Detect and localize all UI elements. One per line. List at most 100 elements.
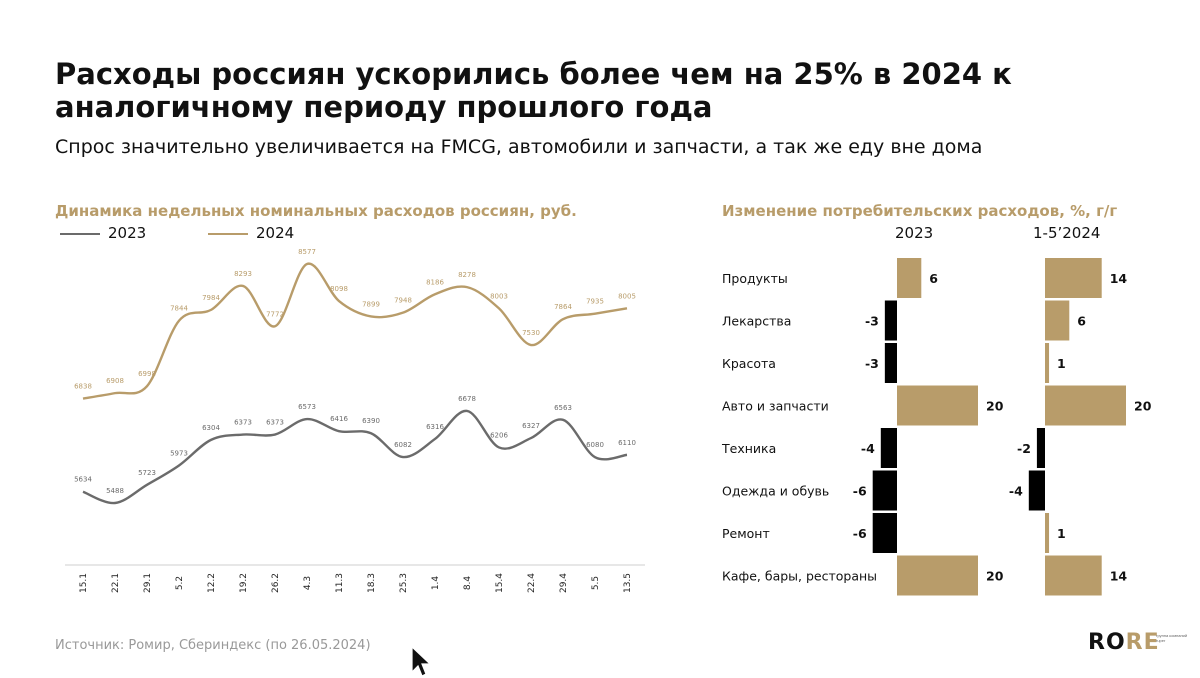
- data-label-2023-22.1: 5488: [106, 487, 124, 495]
- data-label-2024-13.5: 8005: [618, 292, 636, 300]
- legend-label-2023: 2023: [108, 224, 147, 242]
- data-label-2024-5.2: 7844: [170, 305, 188, 313]
- data-label-2023-26.2: 6373: [266, 419, 284, 427]
- data-label-2023-29.4: 6563: [554, 404, 572, 412]
- bar-1-5’2024-2: [1045, 343, 1050, 383]
- category-label-4: Техника: [721, 441, 776, 456]
- data-label-2024-12.2: 7984: [202, 294, 220, 302]
- data-label-2023-29.1: 5723: [138, 469, 156, 477]
- x-tick-label-12.2: 12.2: [207, 573, 217, 593]
- bar-value-1-5’2024-3: 20: [1134, 399, 1152, 414]
- page-title: Расходы россиян ускорились более чем на …: [55, 57, 1012, 124]
- bar-1-5’2024-0: [1045, 258, 1102, 298]
- source-note: Источник: Ромир, Сбериндекс (по 26.05.20…: [55, 638, 371, 653]
- data-label-2023-5.5: 6080: [586, 441, 604, 449]
- x-tick-label-26.2: 26.2: [271, 573, 281, 593]
- category-label-0: Продукты: [722, 271, 788, 286]
- data-label-2024-8.4: 8278: [458, 271, 476, 279]
- data-label-2024-22.1: 6908: [106, 377, 124, 385]
- bar-2023-3: [897, 385, 978, 426]
- data-label-2023-12.2: 6304: [202, 424, 220, 432]
- x-tick-label-25.3: 25.3: [399, 573, 409, 593]
- bar-1-5’2024-6: [1045, 513, 1050, 553]
- x-tick-label-13.5: 13.5: [623, 573, 633, 593]
- line-chart: 5634 5488 5723 5973 6304 6373 6373 6573 6416 6390…: [65, 248, 645, 593]
- bar-value-1-5’2024-6: 1: [1057, 526, 1066, 541]
- x-tick-label-15.1: 15.1: [79, 573, 89, 593]
- x-tick-label-5.5: 5.5: [591, 576, 601, 590]
- legend-item-2024: 2024: [208, 224, 294, 242]
- bar-value-2023-6: -6: [853, 526, 867, 541]
- data-label-2023-25.3: 6082: [394, 441, 412, 449]
- data-label-2023-18.3: 6390: [362, 417, 380, 425]
- bar-value-2023-4: -4: [861, 441, 875, 456]
- x-tick-label-8.4: 8.4: [463, 576, 473, 591]
- page-subtitle: Спрос значительно увеличивается на FMCG,…: [55, 136, 983, 158]
- bar-value-1-5’2024-0: 14: [1110, 271, 1128, 286]
- bar-value-2023-3: 20: [986, 399, 1004, 414]
- data-label-2024-4.3: 8577: [298, 248, 316, 256]
- data-label-2023-13.5: 6110: [618, 439, 636, 447]
- bar-2023-1: [884, 300, 897, 341]
- bar-value-1-5’2024-5: -4: [1009, 484, 1023, 499]
- logo-subtext: группа компаний ruper: [1156, 633, 1188, 643]
- legend-swatch-2024: [208, 232, 248, 235]
- logo-part-ro: RO: [1088, 630, 1126, 655]
- legend-item-2023: 2023: [60, 224, 146, 242]
- data-label-2024-18.3: 7899: [362, 300, 380, 308]
- data-label-2024-15.1: 6838: [74, 383, 92, 391]
- bar-value-1-5’2024-7: 14: [1110, 569, 1128, 584]
- bar-value-2023-5: -6: [853, 484, 867, 499]
- x-tick-label-22.4: 22.4: [527, 573, 537, 593]
- data-label-2023-15.1: 5634: [74, 476, 92, 484]
- category-label-6: Ремонт: [722, 526, 770, 541]
- bar-value-2023-0: 6: [929, 271, 938, 286]
- data-label-2023-4.3: 6573: [298, 403, 316, 411]
- bar-value-2023-7: 20: [986, 569, 1004, 584]
- x-tick-label-1.4: 1.4: [431, 576, 441, 591]
- data-label-2023-11.3: 6416: [330, 415, 348, 423]
- category-label-5: Одежда и обувь: [722, 484, 829, 499]
- bar-value-1-5’2024-1: 6: [1077, 314, 1086, 329]
- data-label-2024-11.3: 8098: [330, 285, 348, 293]
- series-line-2024: [82, 262, 628, 400]
- data-label-2024-15.4: 8003: [490, 292, 508, 300]
- data-label-2023-19.2: 6373: [234, 419, 252, 427]
- data-label-2024-29.4: 7864: [554, 303, 572, 311]
- data-label-2023-15.4: 6206: [490, 431, 508, 439]
- data-label-2024-29.1: 6998: [138, 370, 156, 378]
- data-label-2023-22.4: 6327: [522, 422, 540, 430]
- logo-part-re: RE: [1125, 630, 1160, 655]
- bar-2023-2: [884, 343, 897, 383]
- series-line-2023: [82, 409, 628, 505]
- bar-value-1-5’2024-2: 1: [1057, 356, 1066, 371]
- category-label-1: Лекарства: [722, 314, 791, 329]
- bar-chart-title: Изменение потребительских расходов, %, г…: [722, 202, 1118, 220]
- bar-1-5’2024-5: [1028, 470, 1045, 511]
- x-tick-label-19.2: 19.2: [239, 573, 249, 593]
- category-label-2: Красота: [722, 356, 776, 371]
- x-tick-label-18.3: 18.3: [367, 573, 377, 593]
- legend-label-2024: 2024: [256, 224, 295, 242]
- x-tick-label-4.3: 4.3: [303, 576, 313, 590]
- x-tick-label-22.1: 22.1: [111, 573, 121, 593]
- data-label-2023-8.4: 6678: [458, 395, 476, 403]
- data-label-2023-5.2: 5973: [170, 449, 188, 457]
- bar-2023-5: [872, 470, 897, 511]
- bar-value-2023-1: -3: [865, 314, 879, 329]
- bar-1-5’2024-7: [1045, 555, 1102, 596]
- data-label-2024-5.5: 7935: [586, 298, 604, 306]
- x-tick-label-29.4: 29.4: [559, 573, 569, 593]
- bar-column-head-2024: 1-5’2024: [1033, 224, 1101, 242]
- bar-1-5’2024-4: [1036, 428, 1045, 468]
- data-label-2024-19.2: 8293: [234, 270, 252, 278]
- bar-1-5’2024-3: [1045, 385, 1126, 426]
- category-label-3: Авто и запчасти: [722, 399, 829, 414]
- bar-2023-6: [872, 513, 897, 553]
- x-tick-label-5.2: 5.2: [175, 576, 185, 590]
- line-chart-title: Динамика недельных номинальных расходов …: [55, 202, 577, 220]
- data-label-2024-25.3: 7948: [394, 297, 412, 305]
- category-label-7: Кафе, бары, рестораны: [722, 569, 877, 584]
- data-label-2023-1.4: 6316: [426, 423, 444, 431]
- bar-value-1-5’2024-4: -2: [1017, 441, 1031, 456]
